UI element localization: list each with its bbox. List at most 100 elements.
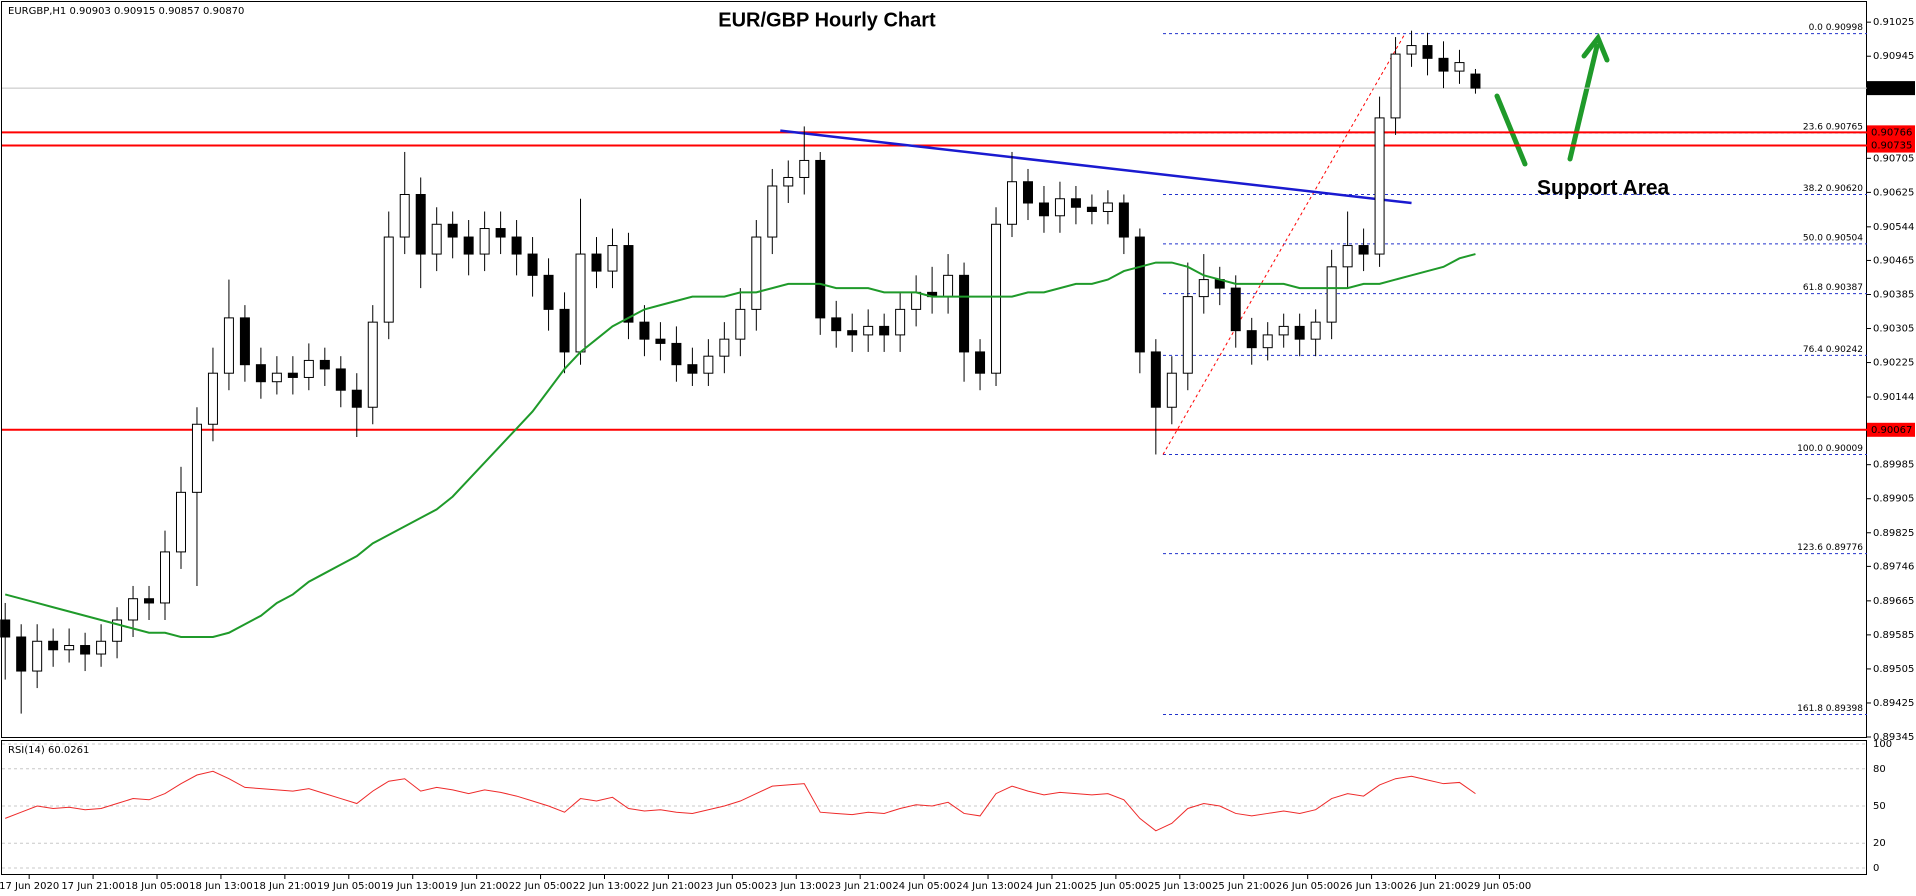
- y-tick-label: 0.89905: [1873, 494, 1914, 505]
- candle-body: [351, 389, 362, 408]
- candle-body: [1374, 117, 1385, 255]
- y-tick-label: 0.90625: [1873, 187, 1914, 198]
- candle-body: [671, 342, 682, 366]
- candle-body: [1086, 206, 1097, 213]
- candle-body: [96, 640, 107, 655]
- annotation: Support Area: [1537, 177, 1670, 200]
- price-label-box: [1867, 81, 1915, 96]
- candle-body: [591, 253, 602, 272]
- x-tick-label: 18 Jun 13:00: [189, 881, 253, 892]
- candle-body: [511, 236, 522, 255]
- candle-body: [799, 159, 810, 178]
- candle-body: [687, 364, 698, 374]
- candle-body: [1326, 266, 1337, 323]
- candle-body: [415, 193, 426, 255]
- candle-body: [335, 368, 346, 391]
- candle-body: [847, 330, 858, 336]
- fib-label: 23.6 0.90765: [1803, 122, 1863, 132]
- candle-body: [255, 364, 266, 383]
- candle-body: [383, 236, 394, 323]
- y-tick-label: 0.89505: [1873, 664, 1914, 675]
- y-tick-label: 0.90465: [1873, 255, 1914, 266]
- x-tick-label: 18 Jun 05:00: [125, 881, 189, 892]
- candle-body: [975, 351, 986, 374]
- fib-label: 161.8 0.89398: [1797, 704, 1863, 714]
- x-tick-label: 26 Jun 05:00: [1276, 881, 1340, 892]
- y-tick-label: 0.89425: [1873, 698, 1914, 709]
- candle-body: [831, 317, 842, 332]
- candle-body: [399, 193, 410, 238]
- fib-label: 0.0 0.90998: [1809, 23, 1864, 33]
- candle-body: [191, 423, 202, 493]
- fib-label: 61.8 0.90387: [1803, 283, 1863, 293]
- price-label-box: [1867, 422, 1915, 437]
- price-label: 0.90067: [1871, 425, 1912, 436]
- x-tick-label: 24 Jun 05:00: [892, 881, 956, 892]
- x-tick-label: 19 Jun 21:00: [445, 881, 509, 892]
- fib-label: 50.0 0.90504: [1803, 233, 1863, 243]
- arrow-head: [1581, 33, 1610, 63]
- candle-body: [1198, 279, 1209, 298]
- candle-body: [1470, 73, 1481, 89]
- fib-trend: [1162, 33, 1406, 455]
- rsi-tick-label: 100: [1873, 739, 1892, 750]
- fib-label: 123.6 0.89776: [1797, 543, 1863, 553]
- y-tick-label: 0.90705: [1873, 153, 1914, 164]
- x-tick-label: 22 Jun 13:00: [573, 881, 637, 892]
- candle-body: [1007, 181, 1018, 225]
- moving-average: [4, 253, 1476, 639]
- y-tick-label: 0.90144: [1873, 392, 1914, 403]
- candle-body: [64, 645, 75, 651]
- candle-body: [1182, 296, 1193, 374]
- candle-body: [479, 228, 490, 255]
- y-tick-label: 0.90225: [1873, 358, 1914, 369]
- candle-body: [911, 291, 922, 310]
- x-tick-label: 17 Jun 21:00: [61, 881, 125, 892]
- x-tick-label: 25 Jun 13:00: [1148, 881, 1212, 892]
- candle-body: [144, 598, 155, 604]
- x-tick-label: 19 Jun 05:00: [317, 881, 381, 892]
- x-tick-label: 26 Jun 13:00: [1340, 881, 1404, 892]
- rsi-panel: [1, 740, 1867, 875]
- x-tick-label: 25 Jun 21:00: [1212, 881, 1276, 892]
- candle-body: [1278, 325, 1289, 336]
- candle-body: [1438, 57, 1449, 72]
- x-tick-label: 24 Jun 21:00: [1020, 881, 1084, 892]
- candle-body: [447, 223, 458, 238]
- candle-body: [527, 253, 538, 276]
- candle-body: [463, 236, 474, 255]
- x-tick-label: 22 Jun 05:00: [509, 881, 573, 892]
- candle-body: [703, 355, 714, 374]
- candle-body: [1390, 53, 1401, 119]
- candle-body: [623, 245, 634, 323]
- x-tick-label: 24 Jun 13:00: [956, 881, 1020, 892]
- rsi-tick-label: 80: [1873, 764, 1886, 775]
- rsi-line: [5, 770, 1476, 832]
- price-label: 0.90870: [1871, 83, 1912, 94]
- x-tick-label: 26 Jun 21:00: [1404, 881, 1468, 892]
- candle-body: [128, 598, 139, 621]
- candle-body: [207, 372, 218, 425]
- x-tick-label: 25 Jun 05:00: [1084, 881, 1148, 892]
- symbol-info: EURGBP,H1 0.90903 0.90915 0.90857 0.9087…: [8, 6, 244, 17]
- candle-body: [1310, 321, 1321, 340]
- arrow-down: [1494, 93, 1528, 167]
- chart-title: EUR/GBP Hourly Chart: [718, 9, 936, 31]
- candle-body: [655, 338, 666, 344]
- candle-body: [1070, 198, 1081, 208]
- candle-body: [607, 245, 618, 272]
- candle-body: [319, 359, 330, 370]
- rsi-tick-label: 20: [1873, 838, 1886, 849]
- fib-label: 76.4 0.90242: [1803, 345, 1863, 355]
- candle-body: [575, 253, 586, 353]
- candle-body: [767, 185, 778, 238]
- x-tick-label: 19 Jun 13:00: [381, 881, 445, 892]
- candle-body: [1406, 45, 1417, 55]
- y-tick-label: 0.90385: [1873, 289, 1914, 300]
- candle-body: [879, 325, 890, 336]
- y-tick-label: 0.89345: [1873, 732, 1914, 743]
- price-label-box: [1867, 138, 1915, 153]
- candle-body: [239, 317, 250, 366]
- candle-body: [1054, 198, 1065, 217]
